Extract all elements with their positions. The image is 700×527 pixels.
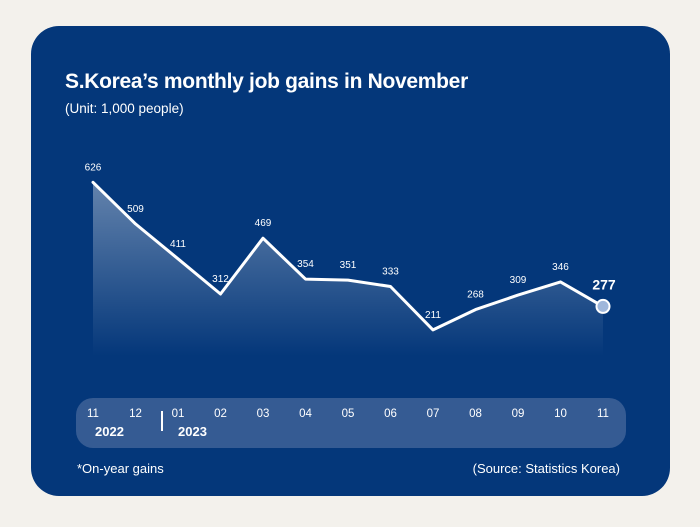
x-tick-label: 07 bbox=[426, 408, 440, 420]
data-label: 309 bbox=[510, 275, 527, 286]
x-tick-label: 04 bbox=[299, 408, 312, 420]
series-line bbox=[91, 180, 605, 332]
chart-title: S.Korea’s monthly job gains in November bbox=[65, 70, 468, 93]
data-label: 351 bbox=[340, 260, 357, 271]
chart-card: S.Korea’s monthly job gains in November … bbox=[31, 26, 670, 496]
data-label: 411 bbox=[170, 239, 186, 250]
highlight-point bbox=[595, 298, 611, 314]
x-tick-label: 05 bbox=[341, 408, 355, 420]
data-label: 268 bbox=[467, 290, 484, 301]
data-label-highlight: 277 bbox=[592, 276, 616, 292]
x-tick-label: 09 bbox=[511, 408, 525, 420]
year-separator bbox=[161, 411, 163, 431]
data-label: 626 bbox=[85, 162, 102, 173]
data-label: 312 bbox=[212, 274, 229, 285]
x-tick-label: 03 bbox=[256, 408, 270, 420]
area-fill bbox=[93, 182, 603, 356]
x-tick-label: 01 bbox=[171, 408, 185, 420]
x-tick-label: 02 bbox=[214, 408, 227, 420]
data-label: 346 bbox=[552, 262, 569, 273]
x-tick-label: 06 bbox=[384, 408, 397, 420]
data-label: 211 bbox=[425, 310, 441, 321]
x-axis-bar: 11 12 01 02 03 04 05 06 07 08 09 10 11 2022 2023 bbox=[76, 398, 626, 448]
year-label-2023: 2023 bbox=[178, 424, 207, 439]
x-tick-label: 08 bbox=[469, 408, 482, 420]
x-tick-label: 10 bbox=[554, 408, 567, 420]
data-label: 333 bbox=[382, 267, 399, 278]
footnote: *On-year gains bbox=[77, 461, 164, 476]
line-chart: 626 509 411 312 469 354 351 333 211 268 309 346 277 bbox=[85, 162, 616, 356]
source-note: (Source: Statistics Korea) bbox=[472, 461, 620, 476]
x-tick-label: 11 bbox=[87, 408, 99, 420]
data-label: 469 bbox=[255, 218, 272, 229]
x-tick-label: 12 bbox=[129, 408, 142, 420]
chart-subtitle: (Unit: 1,000 people) bbox=[65, 101, 184, 116]
data-label: 354 bbox=[297, 259, 314, 270]
x-tick-label: 11 bbox=[597, 408, 609, 420]
data-label: 509 bbox=[127, 204, 144, 215]
year-label-2022: 2022 bbox=[95, 424, 124, 439]
